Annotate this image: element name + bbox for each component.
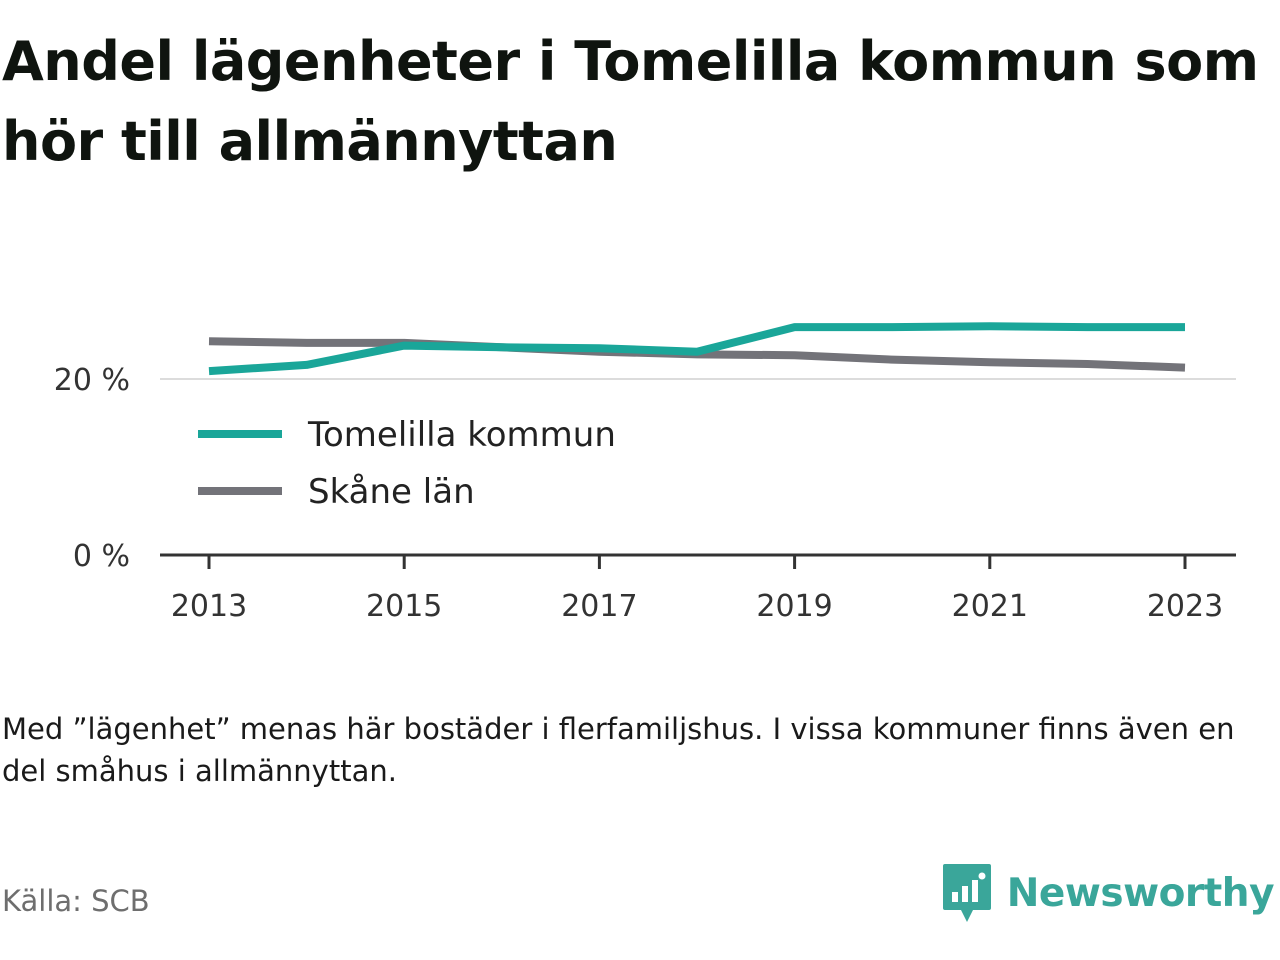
y-tick-label: 20 % [54, 363, 130, 398]
brand-logo[interactable]: Newsworthy [941, 862, 1275, 924]
chart-title: Andel lägenheter i Tomelilla kommun som … [2, 30, 1259, 173]
x-tick-label: 2019 [756, 589, 832, 624]
x-tick-label: 2017 [561, 589, 637, 624]
x-tick-label: 2021 [952, 589, 1028, 624]
axis-layer: 0 % 20 % 2013 2015 2017 2019 2021 2023 [54, 363, 1236, 624]
series-line-tomelilla [208, 322, 1185, 376]
brand-name: Newsworthy [1006, 870, 1275, 916]
legend-label: Skåne län [308, 472, 475, 512]
series-layer [208, 322, 1186, 376]
legend-label: Tomelilla kommun [307, 415, 616, 455]
x-tick-label: 2015 [366, 589, 442, 624]
newsworthy-logo-icon [942, 864, 991, 922]
source-label: Källa: SCB [2, 884, 150, 918]
x-tick-label: 2023 [1147, 589, 1223, 624]
y-tick-label: 0 % [73, 539, 130, 574]
legend: Tomelilla kommun Skåne län [198, 415, 616, 512]
chart-note: Med ”lägenhet” menas här bostäder i fler… [2, 712, 1235, 788]
x-tick-label: 2013 [171, 589, 247, 624]
line-chart: 0 % 20 % 2013 2015 2017 2019 2021 2023 Tomelill… [54, 322, 1236, 624]
